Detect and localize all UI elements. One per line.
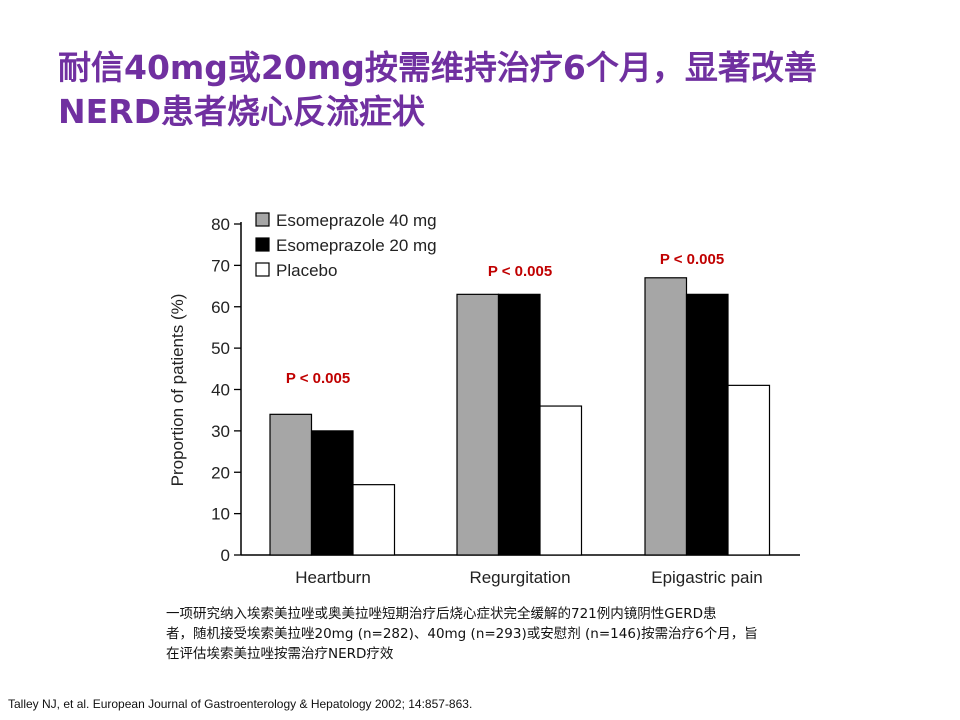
caption-line-1: 一项研究纳入埃索美拉唑或奥美拉唑短期治疗后烧心症状完全缓解的721例内镜阴性GE… <box>166 606 717 622</box>
title-line-2: NERD患者烧心反流症状 <box>58 92 425 131</box>
bar-2-2 <box>727 384 771 556</box>
bar-1-1 <box>497 293 541 556</box>
bar-0-0 <box>269 413 313 556</box>
legend-swatch-2 <box>255 262 270 277</box>
y-tick-label-3: 30 <box>211 422 230 441</box>
bar-1-0 <box>310 430 354 556</box>
reference-citation: Talley NJ, et al. European Journal of Ga… <box>8 697 473 711</box>
category-label-2: Epigastric pain <box>651 568 763 587</box>
y-tick-label-7: 70 <box>211 256 230 275</box>
bar-0-2 <box>644 277 688 556</box>
p-value-annotation-1: P < 0.005 <box>488 263 552 280</box>
study-caption: 一项研究纳入埃索美拉唑或奥美拉唑短期治疗后烧心症状完全缓解的721例内镜阴性GE… <box>166 604 836 664</box>
category-label-0: Heartburn <box>295 568 371 587</box>
y-tick-label-0: 0 <box>221 546 230 565</box>
slide-title: 耐信40mg或20mg按需维持治疗6个月，显著改善 NERD患者烧心反流症状 <box>58 46 918 134</box>
bar-0-1 <box>456 293 500 556</box>
y-tick-label-4: 40 <box>211 381 230 400</box>
title-line-1: 耐信40mg或20mg按需维持治疗6个月，显著改善 <box>58 48 817 87</box>
y-tick-label-5: 50 <box>211 339 230 358</box>
legend-label-2: Placebo <box>276 261 337 280</box>
y-tick-label-6: 60 <box>211 298 230 317</box>
legend-swatch-1 <box>255 237 270 252</box>
legend-label-1: Esomeprazole 20 mg <box>276 236 437 255</box>
caption-line-2: 者，随机接受埃索美拉唑20mg (n=282)、40mg (n=293)或安慰剂… <box>166 626 758 642</box>
p-value-annotation-0: P < 0.005 <box>286 370 350 387</box>
bar-2-1 <box>539 405 583 556</box>
y-axis-label: Proportion of patients (%) <box>168 294 187 487</box>
y-tick-label-8: 80 <box>211 215 230 234</box>
y-tick-label-1: 10 <box>211 505 230 524</box>
caption-line-3: 在评估埃索美拉唑按需治疗NERD疗效 <box>166 646 394 662</box>
legend-label-0: Esomeprazole 40 mg <box>276 211 437 230</box>
y-tick-label-2: 20 <box>211 463 230 482</box>
bar-2-0 <box>352 484 396 556</box>
category-label-1: Regurgitation <box>469 568 570 587</box>
p-value-annotation-2: P < 0.005 <box>660 251 724 268</box>
legend-swatch-0 <box>255 212 270 227</box>
bar-1-2 <box>685 293 729 556</box>
